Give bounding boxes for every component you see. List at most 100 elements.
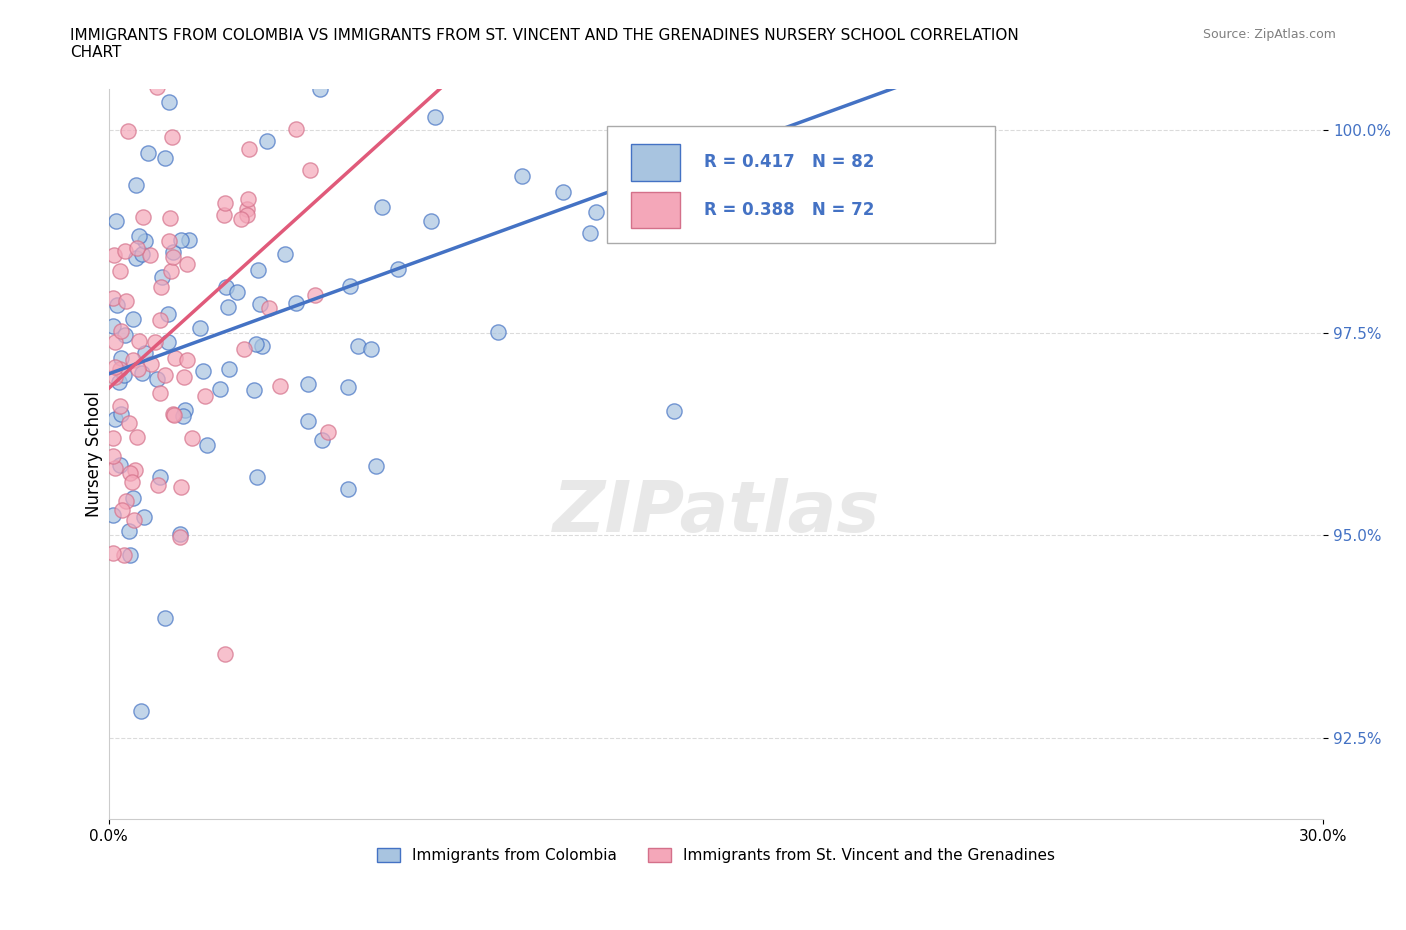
Point: [163, 351, 186, 365]
Point: [162, 244, 184, 259]
Point: [101, 508, 124, 523]
Point: [132, 209, 155, 224]
Y-axis label: Nursery School: Nursery School: [86, 392, 103, 517]
Point: [105, 298, 128, 312]
Point: [110, 351, 132, 365]
Point: [122, 490, 145, 505]
Point: [103, 412, 125, 427]
Point: [226, 285, 249, 299]
Point: [423, 110, 446, 125]
Point: [236, 192, 259, 206]
Point: [212, 208, 235, 223]
Point: [371, 200, 394, 215]
Point: [249, 297, 271, 312]
Point: [111, 503, 134, 518]
Point: [190, 321, 212, 336]
Point: [233, 341, 256, 356]
Point: [157, 233, 180, 248]
Point: [360, 342, 382, 357]
Point: [124, 462, 146, 477]
Bar: [631, 192, 679, 228]
Point: [245, 337, 267, 352]
Point: [112, 367, 135, 382]
Point: [118, 548, 141, 563]
Point: [173, 369, 195, 384]
Point: [160, 129, 183, 144]
Point: [297, 414, 319, 429]
Point: [118, 465, 141, 480]
Point: [284, 122, 307, 137]
Point: [176, 257, 198, 272]
FancyBboxPatch shape: [607, 126, 995, 243]
Point: [104, 334, 127, 349]
Point: [284, 296, 307, 311]
Point: [215, 280, 238, 295]
Point: [139, 248, 162, 263]
Point: [134, 510, 156, 525]
Point: [800, 164, 823, 179]
Point: [104, 359, 127, 374]
Point: [218, 362, 240, 377]
Point: [311, 432, 333, 447]
Point: [419, 214, 441, 229]
Point: [110, 406, 132, 421]
Point: [101, 449, 124, 464]
Point: [103, 247, 125, 262]
Point: [299, 163, 322, 178]
Point: [163, 407, 186, 422]
Point: [104, 460, 127, 475]
Point: [337, 482, 360, 497]
Point: [339, 278, 361, 293]
Point: [105, 214, 128, 229]
Text: Source: ZipAtlas.com: Source: ZipAtlas.com: [1202, 28, 1336, 41]
Point: [125, 240, 148, 255]
Point: [247, 18, 270, 33]
Point: [304, 287, 326, 302]
Point: [644, 209, 666, 224]
Point: [121, 474, 143, 489]
Point: [104, 369, 127, 384]
Point: [197, 437, 219, 452]
Point: [153, 151, 176, 166]
Point: [134, 345, 156, 360]
Point: [131, 246, 153, 261]
Point: [159, 211, 181, 226]
Point: [486, 325, 509, 339]
Point: [101, 291, 124, 306]
Point: [225, 29, 247, 44]
Point: [176, 352, 198, 367]
Point: [118, 416, 141, 431]
Point: [214, 646, 236, 661]
Point: [274, 246, 297, 261]
Point: [238, 142, 260, 157]
Point: [108, 361, 131, 376]
Point: [181, 431, 204, 445]
Point: [194, 389, 217, 404]
Point: [585, 205, 607, 219]
Point: [131, 365, 153, 380]
Point: [177, 232, 200, 247]
Point: [231, 212, 253, 227]
Point: [131, 703, 153, 718]
Point: [172, 408, 194, 423]
Point: [579, 225, 602, 240]
Point: [146, 80, 169, 95]
Point: [309, 81, 332, 96]
Point: [169, 529, 191, 544]
Point: [122, 312, 145, 326]
Text: ZIPatlas: ZIPatlas: [553, 478, 880, 547]
Point: [108, 398, 131, 413]
Point: [256, 134, 278, 149]
Point: [115, 294, 138, 309]
Point: [121, 352, 143, 367]
Point: [122, 512, 145, 527]
Bar: [631, 144, 679, 180]
Point: [118, 524, 141, 538]
Point: [143, 335, 166, 350]
Point: [125, 178, 148, 193]
Point: [297, 377, 319, 392]
Point: [114, 327, 136, 342]
Point: [150, 270, 173, 285]
Point: [148, 478, 170, 493]
Point: [169, 526, 191, 541]
